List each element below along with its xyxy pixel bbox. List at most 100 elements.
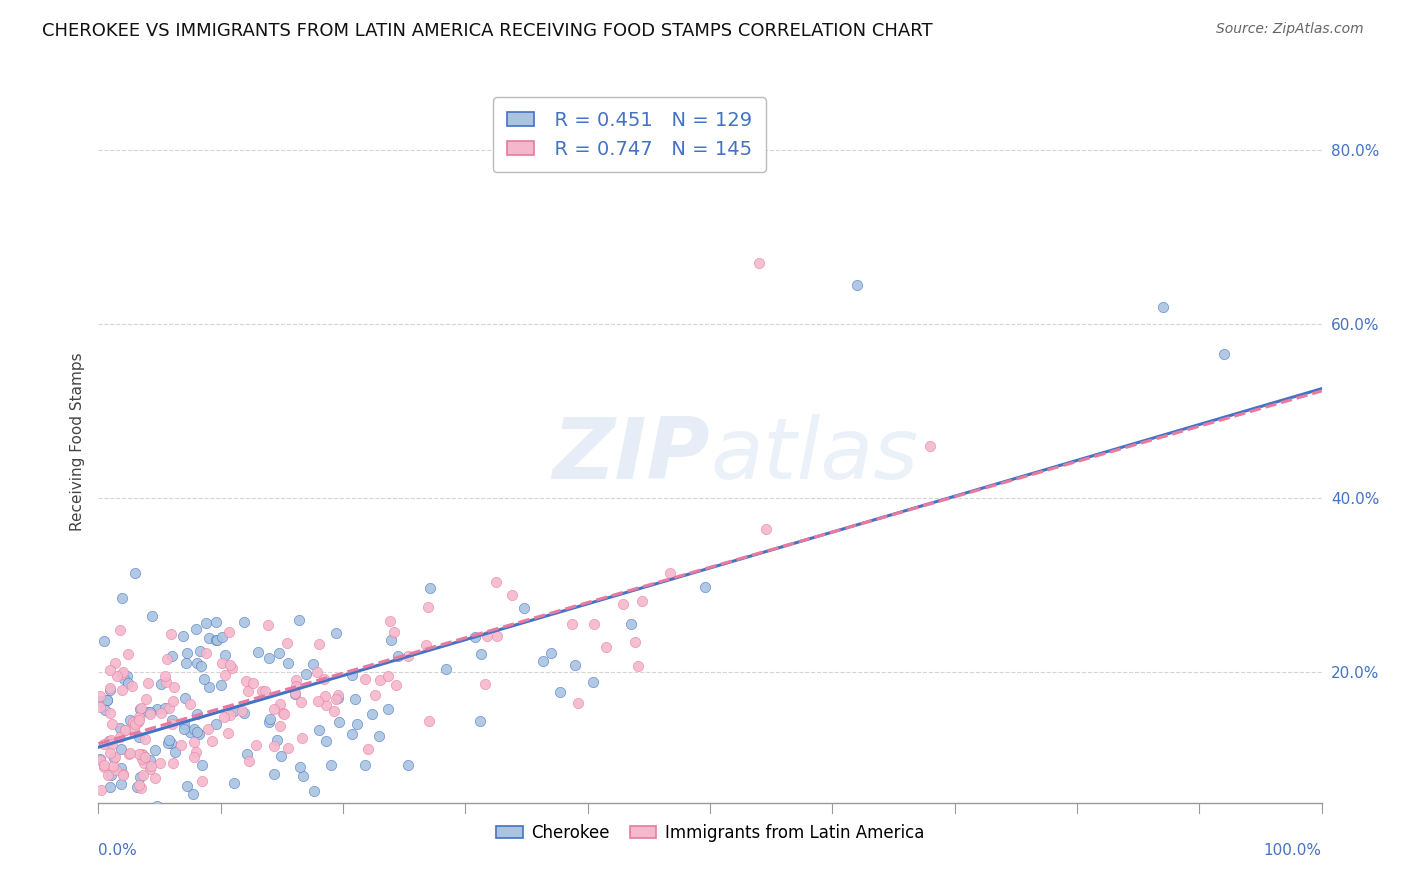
Point	[231, 822, 253, 836]
Point	[211, 630, 233, 644]
Point	[160, 736, 183, 750]
Point	[387, 648, 409, 663]
Point	[183, 750, 205, 764]
Point	[132, 768, 155, 782]
Point	[146, 701, 169, 715]
Point	[221, 660, 243, 674]
Point	[155, 701, 177, 715]
Text: CHEROKEE VS IMMIGRANTS FROM LATIN AMERICA RECEIVING FOOD STAMPS CORRELATION CHAR: CHEROKEE VS IMMIGRANTS FROM LATIN AMERIC…	[42, 22, 932, 40]
Point	[224, 704, 246, 718]
Point	[198, 680, 221, 694]
Point	[236, 684, 259, 698]
Point	[93, 634, 115, 648]
Point	[98, 747, 121, 761]
Point	[269, 719, 291, 733]
Point	[474, 677, 496, 691]
Point	[193, 672, 215, 686]
Point	[121, 679, 143, 693]
Point	[93, 760, 115, 774]
Point	[174, 691, 197, 706]
Point	[162, 694, 184, 708]
Point	[194, 646, 217, 660]
Point	[191, 773, 214, 788]
Point	[149, 756, 172, 770]
Point	[153, 669, 176, 683]
Point	[111, 667, 134, 681]
Point	[620, 617, 643, 632]
Point	[110, 776, 132, 790]
Point	[93, 737, 115, 751]
Point	[367, 729, 389, 743]
Point	[186, 622, 208, 636]
Point	[245, 738, 267, 752]
Point	[205, 615, 228, 630]
Point	[90, 783, 112, 797]
Point	[582, 674, 605, 689]
Point	[233, 706, 256, 720]
Point	[98, 780, 121, 794]
Point	[308, 637, 330, 651]
Point	[612, 597, 634, 611]
Point	[548, 685, 571, 699]
Point	[174, 656, 197, 670]
Point	[132, 747, 155, 762]
Point	[139, 753, 162, 767]
Point	[176, 646, 198, 660]
Point	[134, 750, 156, 764]
Point	[231, 704, 253, 718]
Point	[567, 696, 589, 710]
Point	[112, 672, 135, 686]
Point	[263, 702, 285, 716]
Point	[141, 609, 163, 624]
Point	[377, 701, 399, 715]
Point	[920, 439, 942, 453]
Point	[259, 715, 281, 730]
Point	[129, 809, 152, 823]
Point	[845, 277, 868, 292]
Point	[266, 733, 288, 747]
Point	[209, 678, 232, 692]
Point	[418, 714, 440, 728]
Point	[101, 758, 124, 772]
Text: Source: ZipAtlas.com: Source: ZipAtlas.com	[1216, 22, 1364, 37]
Point	[288, 613, 311, 627]
Point	[136, 706, 159, 720]
Point	[155, 674, 177, 689]
Point	[172, 628, 194, 642]
Point	[97, 768, 120, 782]
Point	[131, 701, 153, 715]
Point	[285, 673, 308, 687]
Point	[290, 695, 312, 709]
Point	[139, 762, 162, 776]
Y-axis label: Receiving Food Stamps: Receiving Food Stamps	[69, 352, 84, 531]
Point	[159, 627, 181, 641]
Point	[291, 731, 314, 746]
Point	[364, 688, 387, 702]
Point	[148, 801, 170, 815]
Point	[157, 701, 180, 715]
Point	[111, 682, 134, 697]
Point	[314, 689, 336, 703]
Point	[131, 747, 153, 762]
Point	[112, 768, 135, 782]
Point	[89, 753, 111, 767]
Point	[129, 770, 152, 784]
Point	[110, 730, 132, 744]
Point	[238, 755, 260, 769]
Point	[89, 752, 111, 766]
Point	[115, 669, 138, 683]
Point	[118, 746, 141, 760]
Point	[695, 580, 717, 594]
Point	[378, 615, 401, 629]
Point	[659, 566, 682, 581]
Point	[595, 640, 617, 654]
Point	[201, 734, 224, 748]
Point	[162, 717, 184, 731]
Point	[98, 664, 121, 678]
Text: ZIP: ZIP	[553, 415, 710, 498]
Point	[434, 662, 457, 676]
Point	[194, 615, 217, 630]
Point	[214, 667, 236, 681]
Point	[108, 623, 131, 637]
Point	[257, 650, 280, 665]
